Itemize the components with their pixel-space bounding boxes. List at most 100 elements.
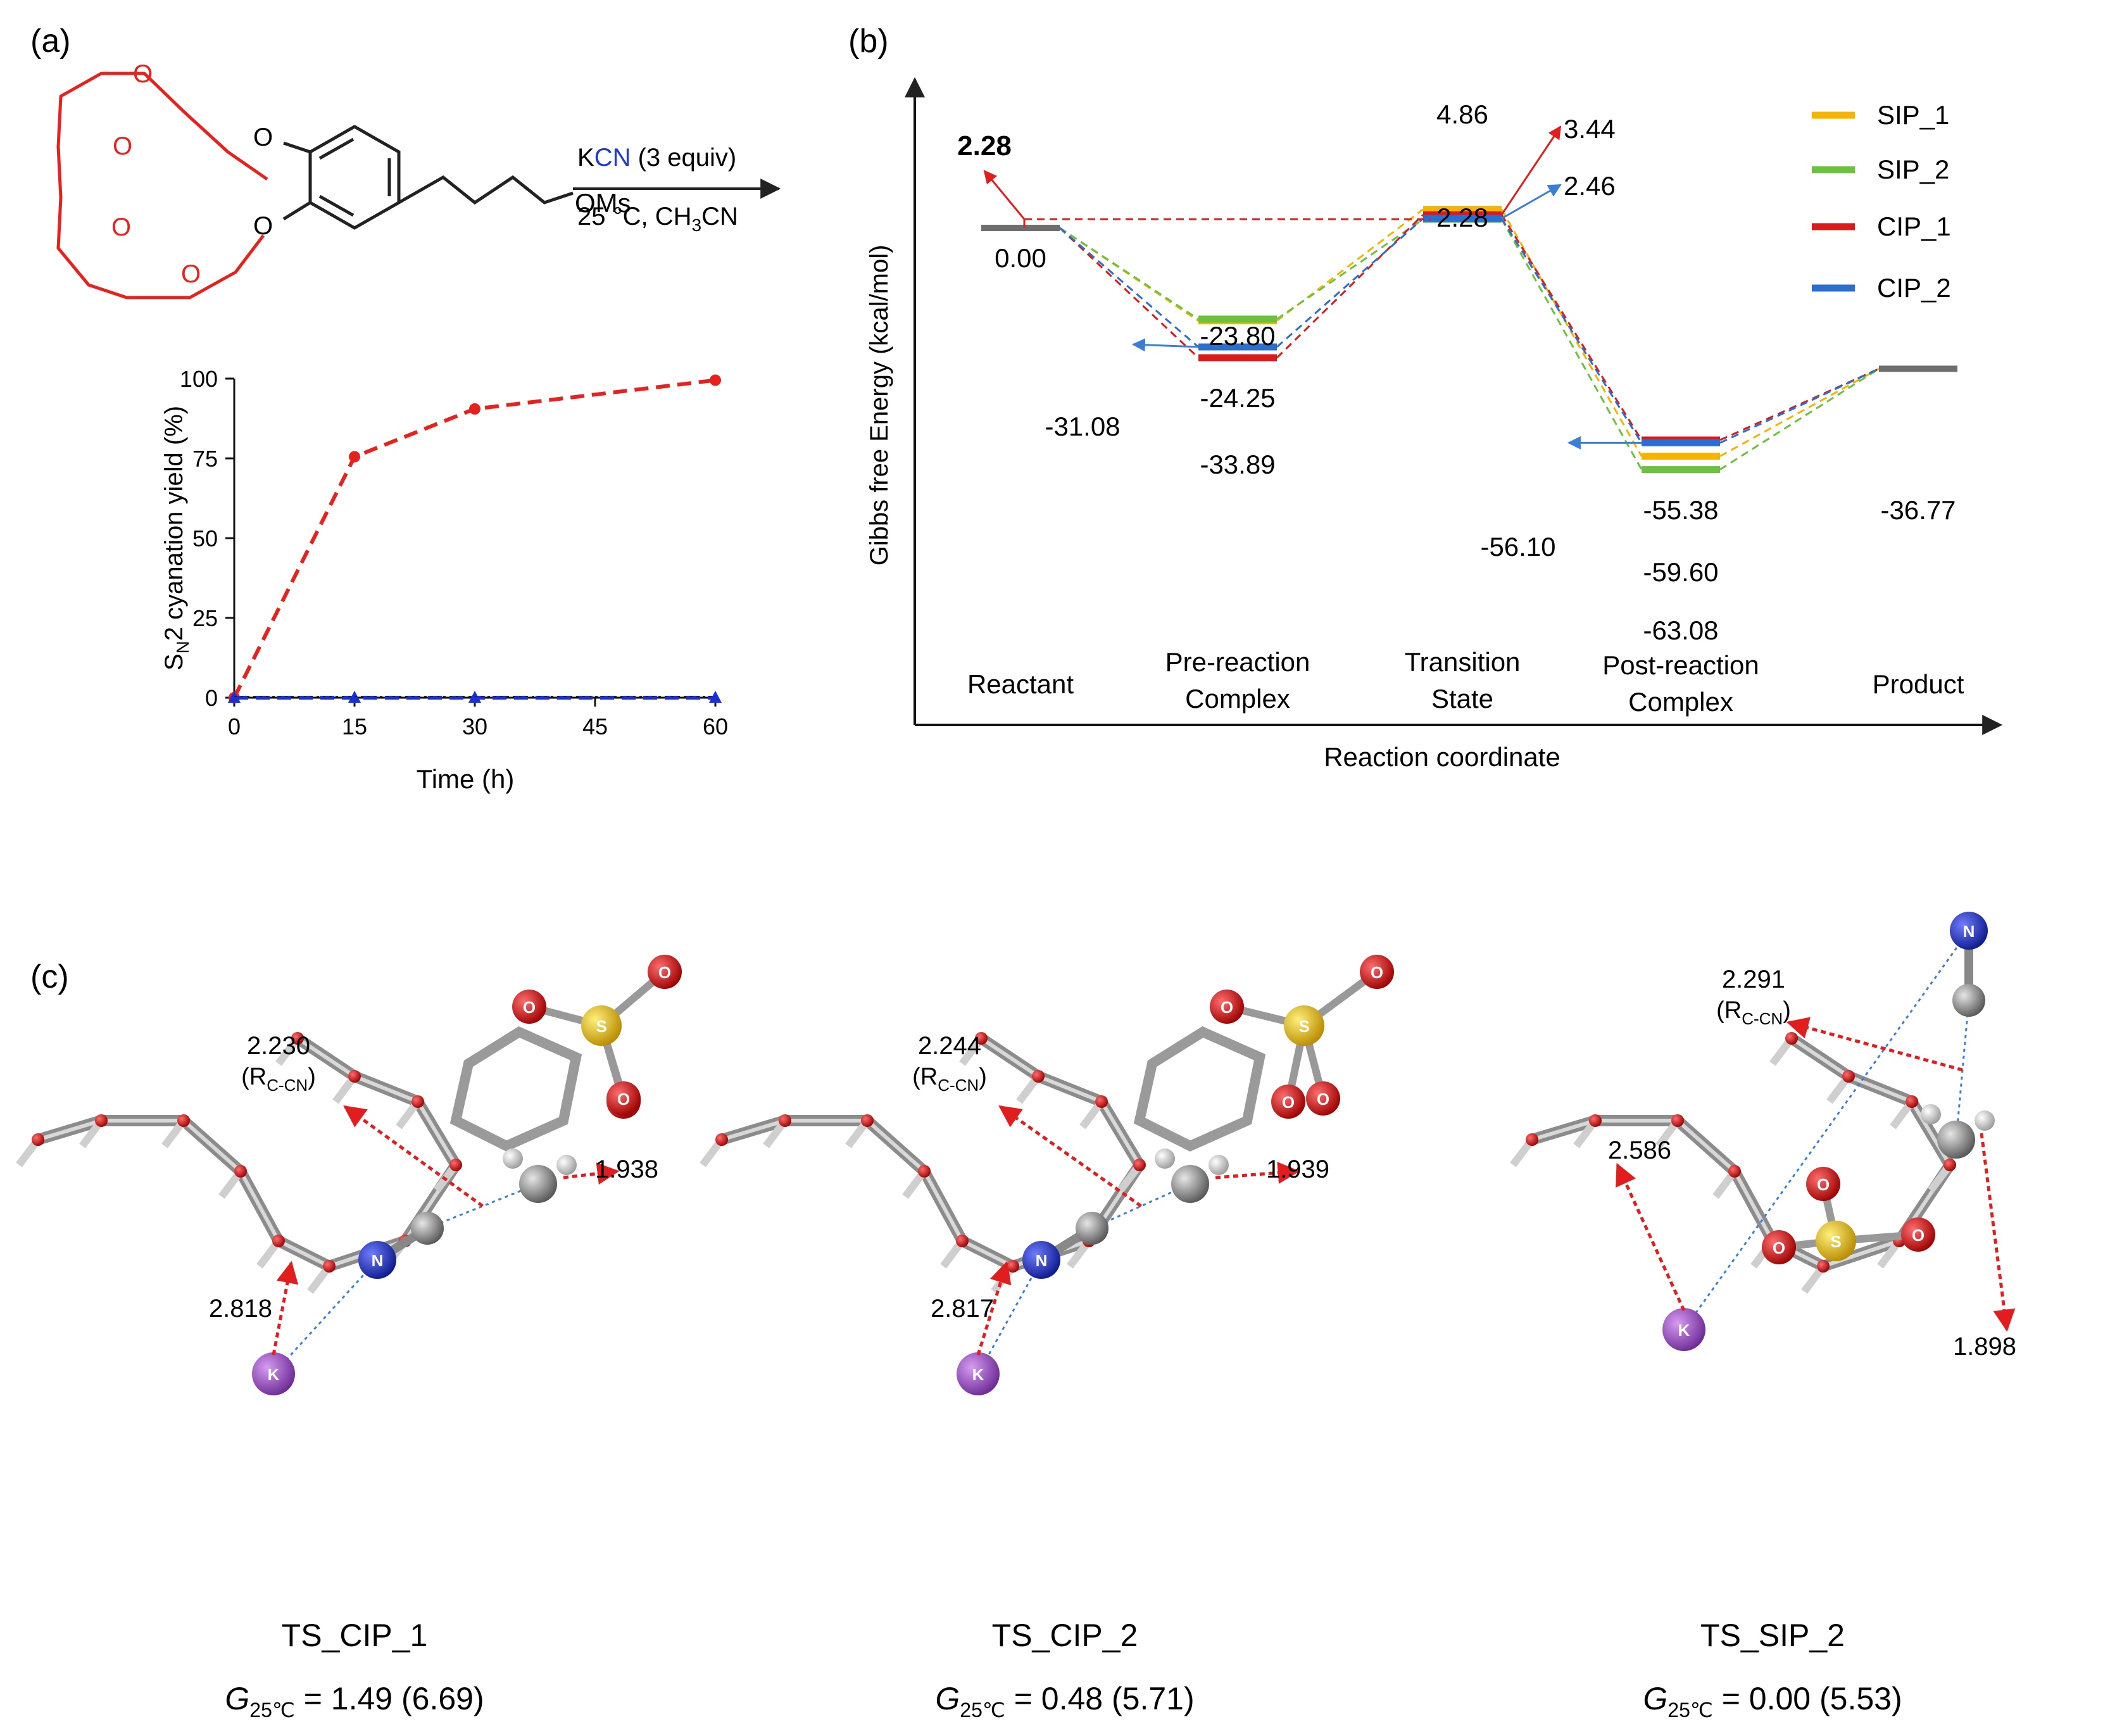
rcc-label: (RC-CN): [1716, 997, 1791, 1028]
x-axis-label: Time (h): [417, 764, 515, 794]
carbon-joint: [411, 1095, 424, 1108]
value-label: -63.08: [1643, 615, 1718, 645]
carbon-joint: [449, 1159, 462, 1171]
y-tick-label: 50: [192, 525, 218, 551]
value-label: 2.46: [1564, 171, 1616, 201]
k-n-contact: [272, 1259, 379, 1375]
connector-cip_2: [1059, 227, 1199, 348]
carbon-joint: [861, 1114, 874, 1127]
connector-sip_2: [1276, 218, 1424, 320]
crown-oxygen: O: [133, 60, 153, 88]
carbon-joint: [95, 1114, 108, 1127]
kn-distance: 2.817: [931, 1295, 994, 1323]
carbon-joint: [1095, 1095, 1108, 1108]
crown-ether-ring: [56, 72, 268, 299]
value-label: -36.77: [1880, 495, 1956, 525]
so-distance: 1.898: [1953, 1333, 2016, 1361]
connector-sip_2: [1500, 218, 1643, 470]
data-point: [349, 451, 360, 463]
kn-distance: 2.586: [1608, 1136, 1671, 1164]
distance-arrow: [563, 1162, 620, 1185]
yield-chart: SN2 cyanation yield (%) Time (h) 0 25 50 75…: [160, 366, 728, 794]
legend-label: CIP_2: [1877, 273, 1951, 303]
oxygen-atom-label: O: [1282, 1093, 1295, 1112]
connector-sip_2: [1719, 368, 1880, 470]
stage-label: Product: [1873, 669, 1964, 699]
crown-oxygen: O: [111, 213, 131, 241]
connector-cip_1: [1500, 214, 1643, 441]
benzene-ring: [308, 125, 401, 230]
hydrogen-atom: [1155, 1148, 1175, 1169]
oxygen-atom-label: O: [658, 963, 671, 982]
x-tick-label: 15: [342, 714, 367, 739]
x-tick-label: 0: [228, 714, 241, 739]
oxygen-atom: [1271, 1085, 1305, 1119]
propyl-chain: [398, 175, 574, 205]
connector-cip_1: [1276, 214, 1424, 359]
y-tick-label: 75: [192, 446, 218, 472]
nitrogen-atom-label: N: [1036, 1251, 1048, 1270]
sulfur-atom: [581, 1005, 622, 1046]
x-axis-label: Reaction coordinate: [1324, 742, 1561, 772]
structure-ts_sip_2: N K O O O S 2.291 (RC-CN) 1.898 2.586 TS_SIP_2 G25℃…: [1510, 912, 2016, 1721]
potassium-atom: [252, 1352, 295, 1395]
rcc-distance: 2.244: [918, 1032, 981, 1060]
rcc-distance: 2.291: [1722, 965, 1785, 993]
stage-label: Pre-reaction Complex: [1165, 647, 1310, 714]
y-tick-label: 100: [180, 366, 218, 392]
ts-structures: N K O O O O S 2.230 (RC-CN) 1.938 2.818 TS_CIP_1 G25…: [16, 912, 2016, 1721]
nitrogen-atom-label: N: [372, 1251, 384, 1270]
carbon-joint: [1906, 1095, 1918, 1108]
potassium-atom: [1662, 1308, 1705, 1351]
carbon-joint: [272, 1235, 285, 1247]
leaving-group: OMs: [575, 188, 631, 218]
benzene-ring: [449, 1026, 582, 1152]
sulfur-atom-label: S: [596, 1017, 606, 1036]
data-point: [709, 691, 722, 703]
series-line-red: [232, 378, 716, 699]
free-energy-caption: G25℃ = 0.48 (5.71): [935, 1681, 1194, 1721]
carbon-framework-highlight: [1531, 1036, 1952, 1268]
hydrogen-atom: [1209, 1155, 1229, 1175]
crown-oxygen: O: [113, 132, 132, 160]
carbon-atom: [1076, 1212, 1108, 1245]
conditions: 25 °C, CH3CN: [577, 203, 738, 235]
panel-label-b: (b): [848, 23, 889, 60]
connector-cip_2: [1276, 217, 1424, 348]
oxygen-atom-label: O: [523, 998, 536, 1017]
oxygen-atom: [1032, 1070, 1045, 1083]
oxygen-atom: [1526, 1133, 1538, 1146]
carbon-joint: [1007, 1260, 1019, 1273]
legend-label: SIP_1: [1877, 100, 1949, 130]
oxygen-atom: [348, 1070, 361, 1083]
oxygen-atom: [32, 1133, 44, 1146]
carbon-atom: [411, 1212, 444, 1245]
energy-profile-chart: Gibbs free Energy (kcal/mol) Reaction co…: [865, 77, 2003, 772]
distance-arrow: [1616, 1162, 1686, 1312]
oxygen-atom: [606, 1081, 641, 1116]
nitrogen-atom-label: N: [1963, 922, 1975, 941]
value-label: -33.89: [1200, 450, 1275, 479]
rcc-label: (RC-CN): [912, 1064, 987, 1095]
sulfur-atom: [1284, 1005, 1324, 1046]
carbon-joint: [779, 1114, 791, 1127]
value-label: 0.00: [995, 243, 1046, 273]
carbon-joint: [1133, 1159, 1146, 1171]
annotation-arrow: [1501, 184, 1562, 220]
distance-arrow: [272, 1261, 299, 1355]
value-label: -24.25: [1200, 383, 1275, 413]
forming-bond: [427, 1183, 539, 1230]
hydrogen-atom: [556, 1155, 577, 1175]
y-tick-label: 25: [192, 605, 218, 631]
stage-label: Transition State: [1405, 647, 1521, 714]
oxygen-atom: [648, 955, 682, 989]
panel-label-a: (a): [30, 23, 71, 60]
stage-label: Reactant: [967, 669, 1074, 699]
hydrogen-atom: [1921, 1104, 1941, 1124]
oxygen-atom-label: O: [1912, 1226, 1925, 1245]
potassium-atom-label: K: [972, 1365, 984, 1384]
aryl-oxygen: O: [253, 212, 273, 240]
carbon-joint: [1817, 1260, 1830, 1273]
carbon-atom: [1952, 984, 1985, 1017]
carbon-joint: [323, 1260, 336, 1273]
